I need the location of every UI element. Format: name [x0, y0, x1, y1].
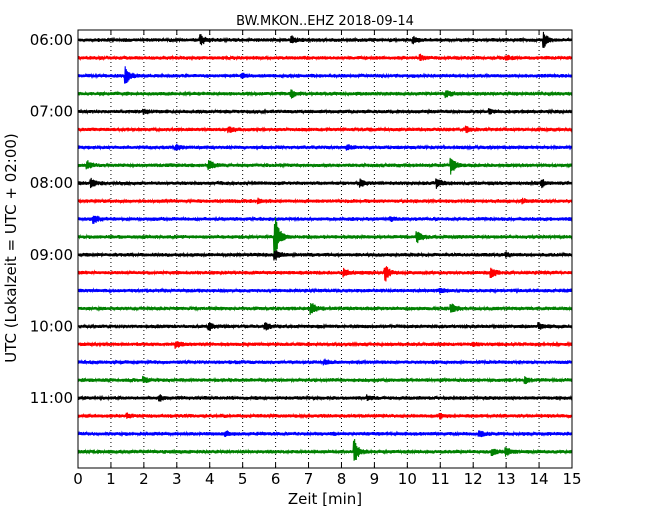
x-tick-label: 5	[238, 470, 248, 488]
trace-0700	[77, 108, 573, 115]
x-tick-label: 8	[337, 470, 347, 488]
y-tick-label: 11:00	[30, 389, 73, 407]
y-axis-label: UTC (Lokalzeit = UTC + 02:00)	[2, 133, 20, 363]
seismic-traces	[77, 31, 573, 461]
x-tick-label: 6	[271, 470, 281, 488]
trace-0615	[77, 53, 573, 62]
trace-0645	[77, 89, 573, 99]
x-tick-label: 7	[304, 470, 314, 488]
trace-1100	[77, 394, 573, 402]
trace-0945	[77, 303, 573, 315]
x-tick-label: 2	[139, 470, 149, 488]
chart-title: BW.MKON..EHZ 2018-09-14	[236, 14, 414, 29]
trace-1145	[77, 439, 573, 461]
trace-0730	[77, 143, 573, 151]
x-tick-label: 9	[370, 470, 380, 488]
grid-lines	[110, 30, 540, 468]
trace-1130	[77, 430, 573, 438]
x-tick-label: 14	[530, 470, 549, 488]
y-tick-label: 06:00	[30, 31, 73, 49]
trace-1045	[77, 375, 573, 385]
trace-0745	[77, 157, 573, 175]
trace-0830	[77, 215, 573, 224]
x-tick-label: 0	[73, 470, 83, 488]
x-tick-label: 13	[497, 470, 516, 488]
x-tick-label: 3	[172, 470, 182, 488]
trace-0930	[77, 287, 573, 295]
trace-0845	[77, 217, 573, 255]
trace-1015	[77, 340, 573, 349]
y-tick-label: 08:00	[30, 174, 73, 192]
trace-0915	[77, 266, 573, 282]
x-tick-labels: 0 1 2 3 4 5 6 7 8 9 10 11 12 13 14 15	[73, 470, 581, 488]
plot-frame	[77, 29, 573, 469]
x-axis-label: Zeit [min]	[288, 490, 362, 508]
axis-ticks	[77, 30, 573, 468]
x-tick-label: 12	[464, 470, 483, 488]
x-tick-label: 10	[398, 470, 417, 488]
y-tick-label: 09:00	[30, 246, 73, 264]
trace-1030	[77, 358, 573, 366]
x-tick-label: 4	[205, 470, 215, 488]
y-tick-labels: 06:00 07:00 08:00 09:00 10:00 11:00	[30, 31, 73, 407]
trace-0815	[77, 197, 573, 205]
x-tick-label: 1	[106, 470, 116, 488]
trace-1115	[77, 412, 573, 420]
trace-0715	[77, 125, 573, 134]
x-tick-label: 15	[562, 470, 581, 488]
trace-0630	[77, 66, 573, 84]
y-tick-label: 07:00	[30, 103, 73, 121]
trace-0900	[77, 250, 573, 261]
x-tick-label: 11	[431, 470, 450, 488]
trace-0800	[77, 177, 573, 189]
y-tick-label: 10:00	[30, 317, 73, 335]
trace-0600	[77, 31, 573, 48]
trace-1000	[77, 322, 573, 331]
